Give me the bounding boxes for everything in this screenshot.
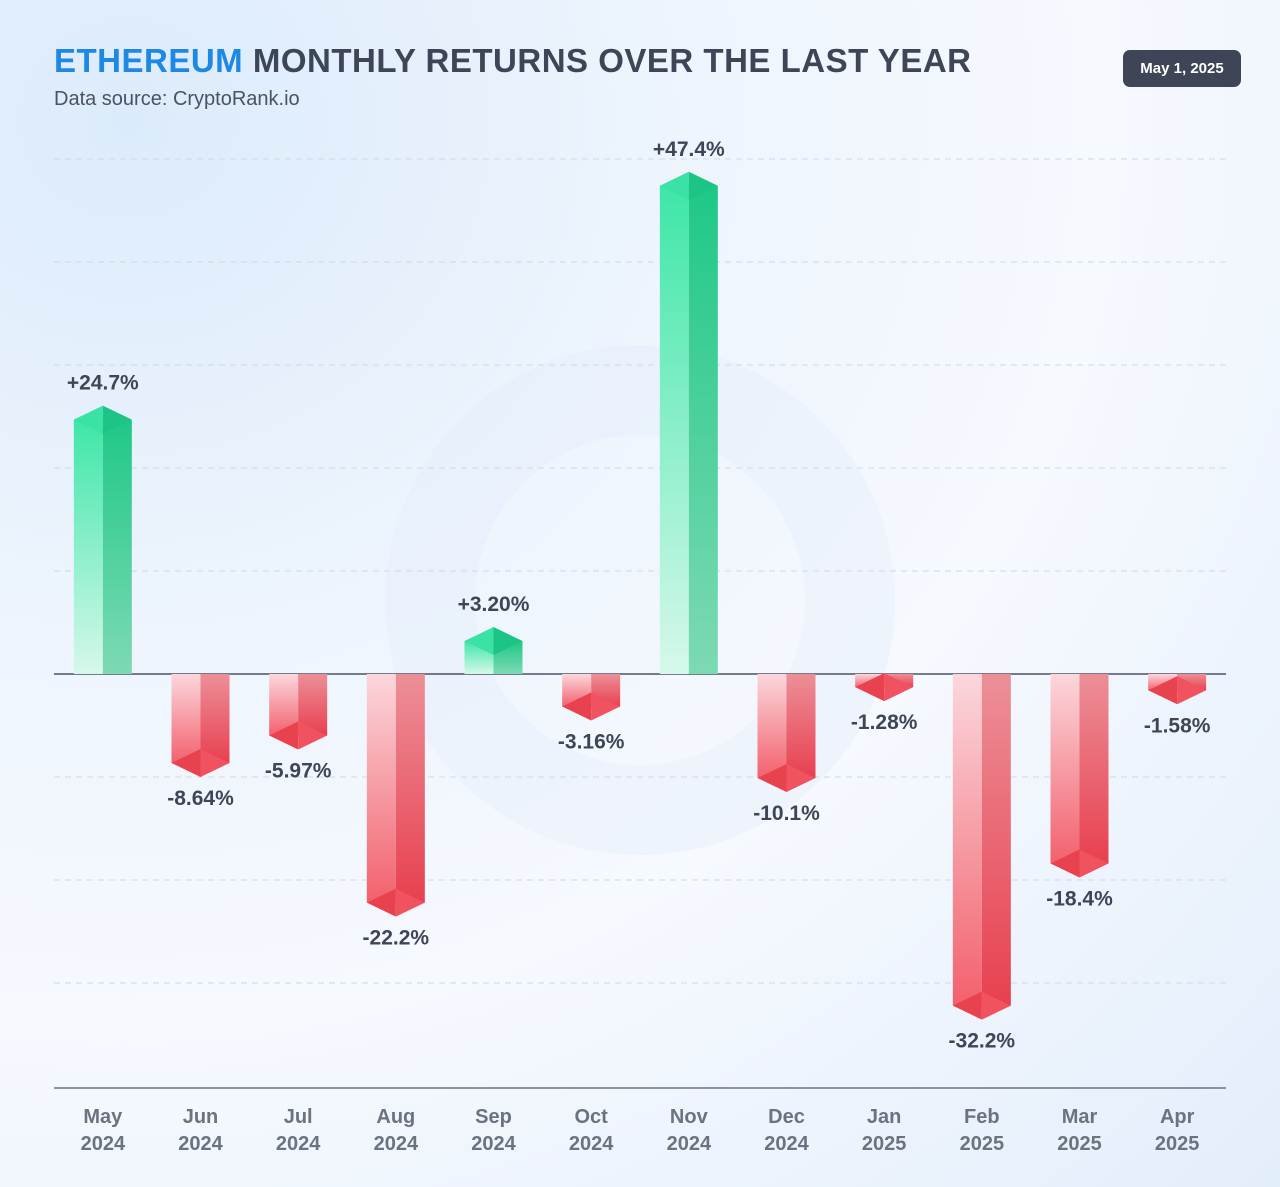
x-tick-year: 2025 [862, 1133, 907, 1155]
value-label: -10.1% [753, 802, 820, 825]
bar-cap-left [1148, 676, 1178, 705]
x-tick-year: 2025 [960, 1133, 1005, 1155]
date-badge: May 1, 2025 [1123, 50, 1241, 87]
x-tick-month: Jan [867, 1106, 901, 1128]
bar-cap-right [493, 627, 523, 656]
value-label: -1.28% [851, 711, 918, 734]
bar-cap-left [73, 405, 103, 434]
bar-face-left [1050, 674, 1080, 864]
bars [73, 171, 1207, 1020]
bar-face-right [102, 419, 132, 674]
x-tick-month: Dec [768, 1106, 805, 1128]
x-tick-year: 2024 [81, 1133, 126, 1155]
bar-face-right [1079, 674, 1109, 864]
bar-cap-left [757, 764, 787, 793]
x-tick-month: Mar [1062, 1106, 1098, 1128]
value-label: -18.4% [1046, 888, 1113, 911]
bar-face-left [952, 674, 982, 1006]
x-tick-month: May [83, 1106, 123, 1128]
x-tick-year: 2024 [667, 1133, 712, 1155]
bar-cap-right [200, 748, 230, 777]
value-label: -22.2% [363, 927, 430, 950]
x-tick-month: Sep [475, 1106, 512, 1128]
bar-sep-2024 [464, 627, 523, 674]
value-label: -1.58% [1144, 714, 1211, 737]
bar-cap-left [562, 692, 592, 721]
bar-face-left [171, 674, 201, 763]
bar-face-right [981, 674, 1011, 1006]
title-rest: MONTHLY RETURNS OVER THE LAST YEAR [243, 42, 972, 79]
bar-nov-2024 [659, 171, 718, 674]
chart-title: ETHEREUM MONTHLY RETURNS OVER THE LAST Y… [54, 42, 972, 80]
value-label: -3.16% [558, 731, 625, 754]
bar-dec-2024 [757, 674, 816, 793]
bar-cap-left [855, 673, 885, 702]
grid-lines [54, 158, 1226, 1089]
bar-cap-left [171, 748, 201, 777]
bar-cap-left [659, 171, 689, 200]
value-label: -32.2% [949, 1030, 1016, 1053]
bar-jun-2024 [171, 674, 230, 777]
x-tick-month: Jul [284, 1106, 313, 1128]
bar-face-left [659, 185, 689, 674]
bar-face-left [757, 674, 787, 779]
bar-face-left [366, 674, 396, 903]
bar-jul-2024 [269, 674, 328, 750]
bar-cap-right [688, 171, 718, 200]
x-tick-month: Aug [376, 1106, 415, 1128]
bar-feb-2025 [952, 674, 1011, 1020]
x-tick-month: Nov [670, 1106, 709, 1128]
x-tick-year: 2024 [764, 1133, 809, 1155]
bar-cap-right [591, 692, 621, 721]
bar-mar-2025 [1050, 674, 1109, 878]
bar-cap-right [395, 888, 425, 917]
bar-jan-2025 [855, 673, 914, 702]
bar-cap-right [298, 721, 328, 750]
x-tick-month: Jun [183, 1106, 219, 1128]
bar-cap-left [366, 888, 396, 917]
x-tick-year: 2024 [569, 1133, 614, 1155]
x-tick-year: 2024 [178, 1133, 223, 1155]
bar-cap-left [464, 627, 494, 656]
x-tick-year: 2025 [1057, 1133, 1102, 1155]
bar-may-2024 [73, 405, 132, 674]
bar-aug-2024 [366, 674, 425, 917]
chart-subtitle: Data source: CryptoRank.io [54, 88, 300, 110]
bar-cap-right [1177, 676, 1207, 705]
title-accent: ETHEREUM [54, 42, 244, 79]
bar-face-right [200, 674, 230, 763]
x-tick-month: Feb [964, 1106, 1000, 1128]
bar-cap-right [981, 991, 1011, 1020]
value-label: +47.4% [653, 138, 725, 161]
x-tick-month: Oct [574, 1106, 608, 1128]
bar-cap-right [102, 405, 132, 434]
x-tick-year: 2024 [374, 1133, 419, 1155]
value-label: +3.20% [458, 593, 530, 616]
bar-face-right [395, 674, 425, 903]
value-labels: +24.7% -8.64% -5.97% -22.2% +3.20% -3.16% +47.… [67, 138, 1211, 1053]
value-label: -8.64% [167, 787, 234, 810]
bar-cap-left [952, 991, 982, 1020]
x-tick-year: 2024 [471, 1133, 516, 1155]
value-label: +24.7% [67, 372, 139, 395]
bar-face-right [688, 185, 718, 674]
bar-face-left [73, 419, 103, 674]
x-tick-month: Apr [1160, 1106, 1195, 1128]
bar-cap-left [1050, 849, 1080, 878]
value-label: -5.97% [265, 759, 332, 782]
bar-face-right [786, 674, 816, 779]
bar-cap-right [884, 673, 914, 702]
bar-cap-left [269, 721, 299, 750]
bar-oct-2024 [562, 674, 621, 721]
x-tick-year: 2024 [276, 1133, 321, 1155]
bar-cap-right [1079, 849, 1109, 878]
bar-apr-2025 [1148, 674, 1207, 705]
bar-cap-right [786, 764, 816, 793]
x-axis-labels: May 2024 Jun 2024 Jul 2024 Aug 2024 Sep 2024 Oct 20… [81, 1106, 1200, 1155]
x-tick-year: 2025 [1155, 1133, 1200, 1155]
watermark-logo [385, 345, 895, 855]
